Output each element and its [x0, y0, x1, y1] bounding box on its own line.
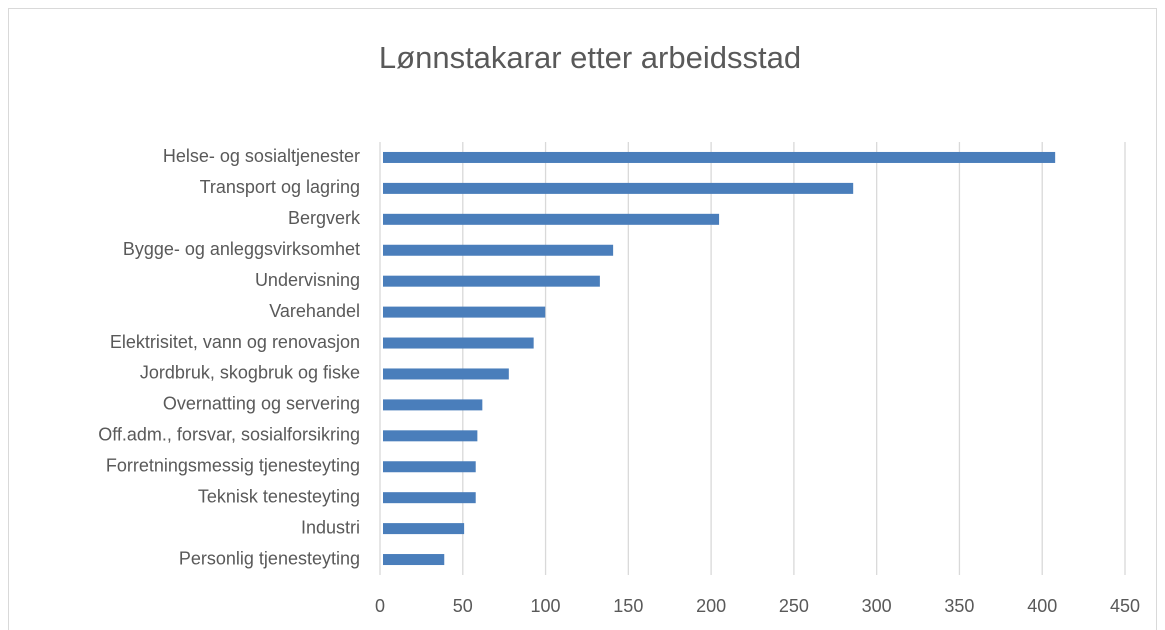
chart-title: Lønnstakarar etter arbeidsstad — [379, 40, 801, 75]
y-tick-label: Teknisk tenesteyting — [198, 486, 360, 506]
x-tick-label: 100 — [531, 596, 561, 616]
x-tick-label: 450 — [1110, 596, 1140, 616]
bar — [383, 306, 546, 318]
bar — [383, 213, 720, 225]
bar — [383, 430, 478, 442]
x-tick-label: 50 — [453, 596, 473, 616]
x-tick-label: 250 — [779, 596, 809, 616]
y-tick-label: Bergverk — [288, 208, 361, 228]
x-tick-label: 150 — [613, 596, 643, 616]
x-tick-label: 350 — [944, 596, 974, 616]
y-tick-label: Industri — [301, 517, 360, 537]
x-tick-label: 300 — [862, 596, 892, 616]
y-tick-label: Personlig tjenesteyting — [179, 548, 360, 568]
bar — [383, 554, 445, 566]
bar — [383, 368, 509, 380]
y-tick-label: Undervisning — [255, 270, 360, 290]
x-tick-label: 200 — [696, 596, 726, 616]
bar — [383, 151, 1056, 163]
bar — [383, 275, 600, 287]
bar — [383, 461, 476, 473]
y-tick-label: Jordbruk, skogbruk og fiske — [140, 363, 360, 383]
bar — [383, 244, 614, 256]
bar — [383, 492, 476, 504]
y-tick-label: Elektrisitet, vann og renovasjon — [110, 332, 360, 352]
y-tick-label: Forretningsmessig tjenesteyting — [106, 456, 360, 476]
bar — [383, 182, 854, 194]
y-tick-label: Transport og lagring — [200, 177, 360, 197]
bar — [383, 523, 465, 535]
x-tick-label: 0 — [375, 596, 385, 616]
y-tick-label: Bygge- og anleggsvirksomhet — [123, 239, 360, 259]
y-tick-label: Overnatting og servering — [163, 394, 360, 414]
y-tick-label: Varehandel — [269, 301, 360, 321]
y-tick-label: Helse- og sosialtjenester — [163, 146, 360, 166]
chart-frame — [8, 8, 1157, 630]
x-tick-label: 400 — [1027, 596, 1057, 616]
bar — [383, 337, 534, 349]
y-tick-label: Off.adm., forsvar, sosialforsikring — [98, 425, 360, 445]
bar — [383, 399, 483, 411]
